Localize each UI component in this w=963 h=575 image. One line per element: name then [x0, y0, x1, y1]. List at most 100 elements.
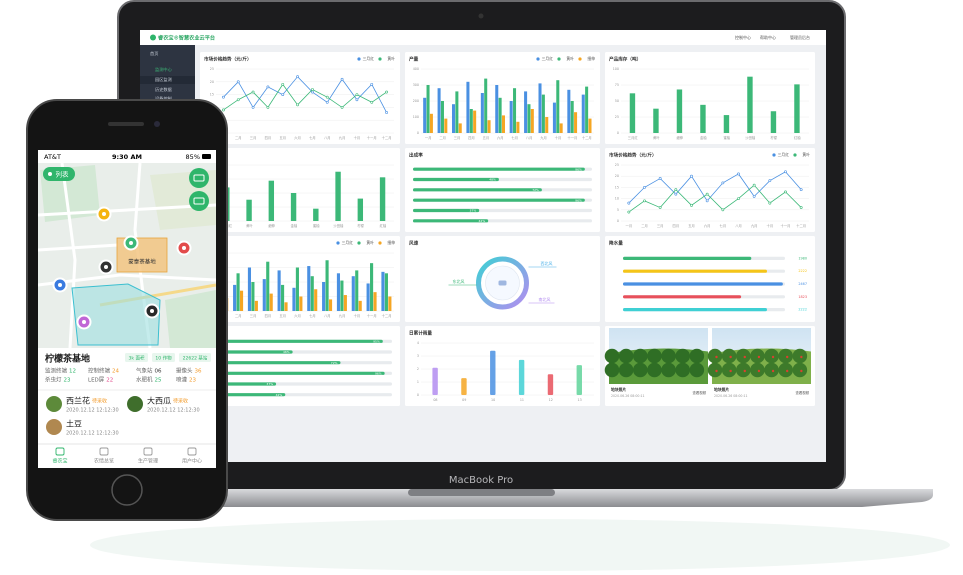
photo-tree	[618, 348, 634, 364]
x-tick-label: 五月	[279, 314, 286, 318]
x-tick-label: 二月	[439, 136, 446, 140]
progress-bar	[413, 219, 489, 223]
legend-label: 细伸	[387, 240, 395, 245]
stat-value: 24	[112, 369, 119, 375]
bar	[290, 193, 297, 221]
bar	[461, 378, 467, 395]
bar	[373, 292, 377, 311]
photo-tree	[721, 362, 737, 378]
crop-status: 待采收	[92, 398, 107, 405]
value-label: 42%	[276, 393, 283, 397]
legend-swatch	[378, 57, 382, 61]
crop-name: 西兰花	[66, 396, 90, 406]
photo-action: 查看视频	[692, 390, 706, 395]
value-label: 46%	[283, 350, 290, 354]
point	[627, 210, 631, 214]
panel-title: 产量	[409, 56, 419, 63]
point	[799, 188, 803, 192]
point	[658, 177, 662, 180]
bar	[440, 101, 444, 133]
bar	[451, 104, 456, 133]
bar	[233, 284, 237, 311]
crop-avatar	[46, 396, 62, 412]
crop-status: 待采收	[173, 398, 188, 405]
point	[690, 203, 693, 207]
point	[643, 199, 646, 203]
progress-bar	[413, 198, 585, 202]
photo-fruit	[715, 355, 718, 359]
bar	[239, 290, 244, 311]
bar	[307, 266, 311, 311]
point	[784, 170, 787, 174]
map-tool-button[interactable]	[189, 191, 209, 211]
bar	[495, 85, 499, 133]
value-label: 72%	[331, 361, 338, 365]
sidebar-item: 园区监测	[155, 76, 172, 83]
photo-tree	[764, 348, 779, 364]
sidebar-item: 设备控制	[155, 95, 172, 102]
panel: 95% 46% 72% 96% 37% 42%	[200, 326, 400, 406]
bar	[676, 89, 683, 133]
x-tick-label: 三月	[454, 136, 461, 140]
bar	[556, 80, 560, 133]
bar	[437, 88, 441, 133]
progress-bar	[623, 256, 752, 260]
bar	[509, 101, 513, 133]
point	[705, 199, 709, 203]
tab-icon[interactable]	[143, 447, 153, 456]
progress-bar	[413, 177, 499, 182]
x-tick-label: 九月	[339, 135, 346, 140]
bar	[588, 118, 592, 133]
bar	[700, 104, 706, 133]
tab-icon[interactable]	[99, 447, 109, 456]
bar	[527, 104, 531, 133]
bar	[281, 284, 285, 311]
speaker	[108, 122, 144, 126]
bar	[325, 260, 329, 311]
value-label: 1823	[798, 295, 807, 299]
list-button[interactable]	[43, 167, 75, 181]
value-label: 37%	[470, 209, 477, 213]
list-button-label: 列表	[56, 170, 70, 179]
stat-label: 杀虫灯	[45, 376, 62, 384]
point	[737, 197, 740, 201]
x-tick-label: 金柚	[700, 135, 707, 140]
tag-label: 10 作物	[155, 354, 172, 361]
value-label: 48%	[489, 178, 496, 182]
photo-fruit	[771, 355, 775, 359]
photo-tree	[633, 348, 648, 364]
y-tick-label: 1	[417, 380, 419, 384]
photo-tree	[736, 362, 751, 378]
point	[752, 194, 756, 198]
progress-bar	[623, 269, 767, 273]
top-link: 管理员后台	[790, 34, 810, 40]
bar	[487, 120, 491, 133]
x-tick-label: 三月红	[628, 135, 639, 140]
battery-icon	[202, 154, 211, 159]
logo	[150, 34, 156, 41]
photo-tree	[661, 348, 676, 364]
photo-tree	[721, 348, 737, 364]
photo-tree	[647, 348, 662, 364]
tab-icon[interactable]	[55, 447, 65, 456]
bar	[484, 78, 488, 133]
camera	[478, 13, 484, 19]
x-tick-label: 五月	[688, 224, 695, 228]
map-area	[165, 290, 216, 348]
legend-label: 黄叶	[802, 152, 810, 157]
floor-shadow	[90, 519, 950, 571]
stat-label: 喷灌	[176, 376, 188, 384]
bar	[247, 267, 252, 311]
map-tool-button[interactable]	[189, 168, 209, 188]
tab-icon[interactable]	[187, 447, 197, 456]
panel: 产量 细伸 黄叶 三月红 0 100 200 300 400 一月 二月 三月 四月 五月 六月 七月 八月 九月…	[405, 52, 600, 144]
tag	[125, 353, 148, 362]
photo-tree	[792, 348, 808, 364]
bar	[269, 293, 273, 311]
x-tick-label: 09	[462, 398, 466, 402]
panel-card	[200, 326, 400, 406]
bar	[552, 102, 556, 133]
y-tick-label: 2	[417, 367, 419, 371]
